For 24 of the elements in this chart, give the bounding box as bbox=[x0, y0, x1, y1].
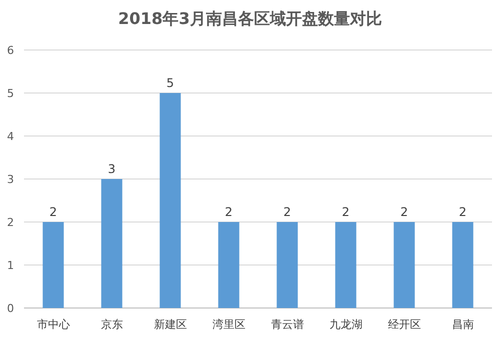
y-tick-label: 6 bbox=[7, 44, 14, 57]
title: 2018年3月南昌各区域开盘数量对比 bbox=[118, 9, 382, 28]
x-tick-label: 京东 bbox=[100, 318, 123, 331]
x-tick-label: 市中心 bbox=[36, 318, 70, 331]
x-tick-label: 新建区 bbox=[154, 318, 187, 331]
y-tick-label: 4 bbox=[7, 130, 14, 143]
data-label: 3 bbox=[108, 162, 116, 176]
data-label: 2 bbox=[224, 205, 233, 219]
y-tick-label: 2 bbox=[7, 216, 14, 229]
x-tick-label: 九龙湖 bbox=[329, 318, 362, 331]
data-label: 2 bbox=[400, 205, 408, 219]
data-label: 2 bbox=[342, 205, 350, 219]
y-tick-label: 5 bbox=[7, 87, 14, 100]
y-tick-label: 3 bbox=[7, 173, 14, 186]
data-label: 2 bbox=[458, 205, 467, 219]
x-tick-label: 昌南 bbox=[452, 318, 474, 331]
x-tick-label: 经开区 bbox=[388, 318, 421, 331]
data-label: 2 bbox=[49, 205, 58, 219]
y-tick-label: 0 bbox=[7, 302, 14, 315]
x-tick-label: 湾里区 bbox=[212, 318, 246, 331]
data-label: 2 bbox=[283, 205, 292, 219]
x-tick-label: 青云谱 bbox=[270, 318, 304, 331]
y-tick-label: 1 bbox=[7, 259, 14, 272]
data-label: 5 bbox=[166, 76, 174, 90]
